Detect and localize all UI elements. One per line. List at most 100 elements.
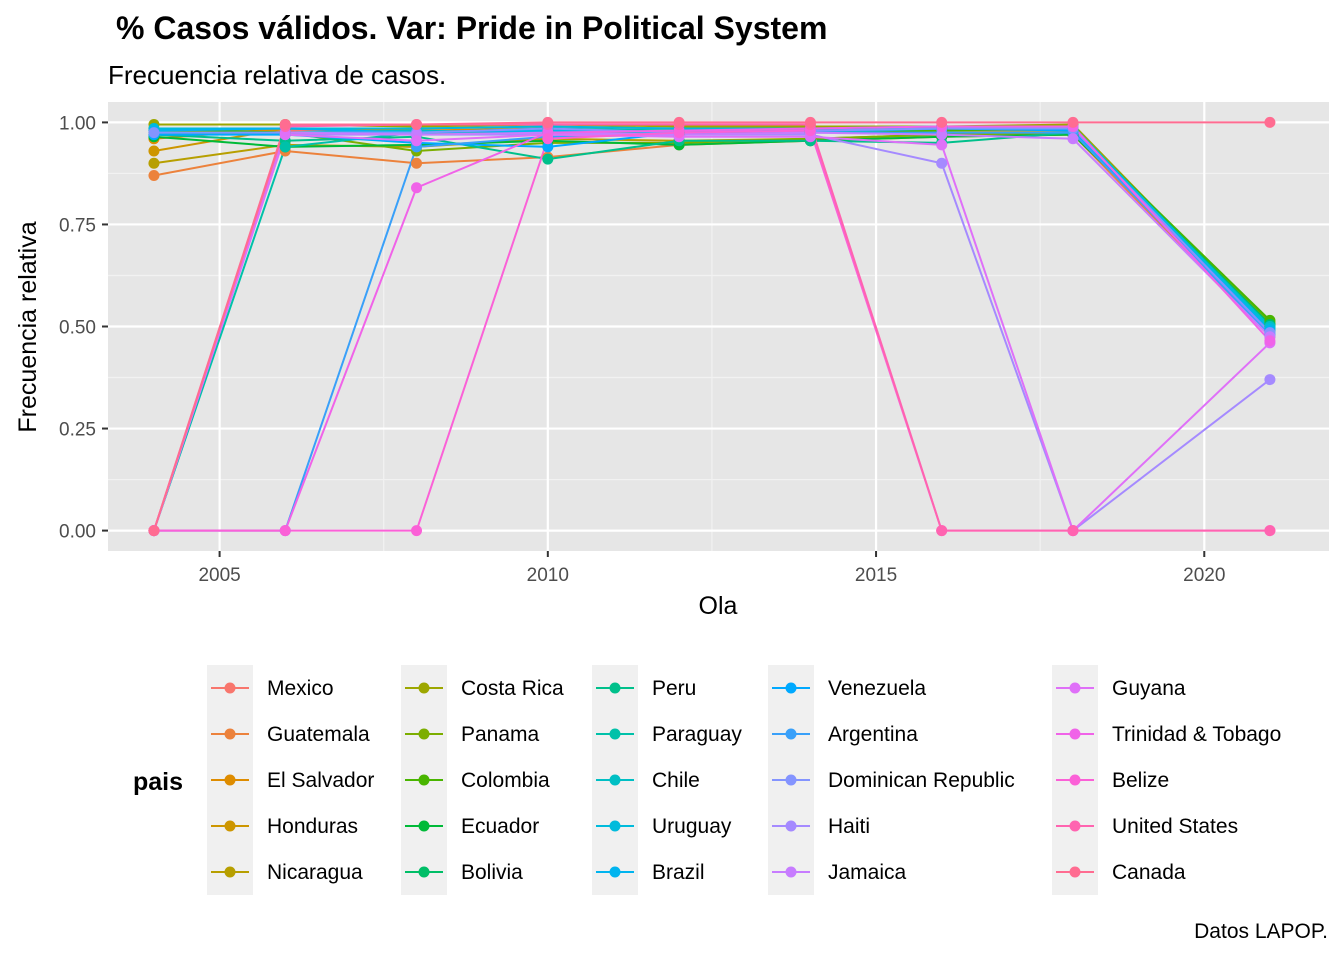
legend-item: Jamaica: [768, 849, 907, 895]
legend-label: Ecuador: [461, 815, 539, 838]
legend-title: pais: [133, 768, 183, 796]
y-tick-label: 0.25: [59, 420, 96, 441]
legend-key-point: [418, 682, 430, 694]
legend-label: Chile: [652, 769, 700, 792]
data-point: [279, 118, 291, 130]
chart-subtitle: Frecuencia relativa de casos.: [108, 60, 447, 90]
legend-item: Paraguay: [592, 711, 742, 757]
legend-key-point: [224, 866, 236, 878]
legend-label: El Salvador: [267, 769, 374, 792]
legend-item: United States: [1052, 803, 1238, 849]
x-axis-label: Ola: [699, 592, 738, 620]
legend-label: Argentina: [828, 723, 918, 746]
legend-key-point: [609, 866, 621, 878]
y-tick-label: 0.50: [59, 318, 96, 339]
legend-item: Guyana: [1052, 665, 1186, 711]
legend-item: Trinidad & Tobago: [1052, 711, 1281, 757]
data-point: [148, 127, 160, 139]
legend-item: Costa Rica: [401, 665, 564, 711]
legend-key-point: [1069, 866, 1081, 878]
legend-key-point: [1069, 728, 1081, 740]
legend: Mexico Guatemala El Salvador Honduras Nicara…: [207, 665, 1281, 895]
legend-key-point: [418, 820, 430, 832]
data-point: [673, 116, 685, 128]
legend-key-point: [785, 820, 797, 832]
legend-label: Mexico: [267, 677, 334, 700]
legend-item: Mexico: [207, 665, 334, 711]
legend-label: Trinidad & Tobago: [1112, 723, 1281, 746]
legend-key-point: [224, 774, 236, 786]
legend-key-point: [224, 682, 236, 694]
x-tick-label: 2020: [1183, 565, 1225, 586]
data-point: [411, 157, 423, 169]
legend-item: Canada: [1052, 849, 1186, 895]
legend-key-point: [609, 682, 621, 694]
legend-item: Haiti: [768, 803, 870, 849]
legend-item: El Salvador: [207, 757, 374, 803]
legend-key-point: [418, 866, 430, 878]
data-point: [411, 135, 423, 147]
data-point: [148, 157, 160, 169]
data-point: [936, 157, 948, 169]
legend-key-point: [1069, 774, 1081, 786]
legend-item: Bolivia: [401, 849, 523, 895]
data-point: [411, 182, 423, 194]
legend-label: Guatemala: [267, 723, 370, 746]
legend-item: Honduras: [207, 803, 358, 849]
x-tick-label: 2015: [855, 565, 897, 586]
legend-label: Nicaragua: [267, 861, 363, 884]
legend-key-point: [785, 682, 797, 694]
legend-key-point: [785, 774, 797, 786]
legend-item: Chile: [592, 757, 700, 803]
data-point: [279, 525, 291, 537]
legend-label: Canada: [1112, 861, 1186, 884]
data-point: [542, 153, 554, 165]
legend-item: Venezuela: [768, 665, 926, 711]
y-tick-label: 0.75: [59, 215, 96, 236]
data-point: [148, 145, 160, 157]
legend-label: Jamaica: [828, 861, 907, 884]
legend-label: Venezuela: [828, 677, 926, 700]
data-point: [1264, 335, 1276, 347]
legend-key-point: [418, 728, 430, 740]
series-points: [148, 116, 1276, 537]
data-point: [936, 139, 948, 151]
data-point: [411, 525, 423, 537]
legend-key-point: [785, 866, 797, 878]
chart-title: % Casos válidos. Var: Pride in Political…: [116, 10, 828, 46]
legend-label: Brazil: [652, 861, 705, 884]
legend-item: Belize: [1052, 757, 1169, 803]
legend-item: Uruguay: [592, 803, 732, 849]
legend-item: Panama: [401, 711, 540, 757]
data-point: [1067, 133, 1079, 145]
x-axis: 2005 2010 2015 2020: [198, 551, 1225, 586]
data-point: [148, 169, 160, 181]
data-point: [542, 116, 554, 128]
data-point: [279, 129, 291, 141]
legend-label: Peru: [652, 677, 696, 700]
legend-key-point: [609, 774, 621, 786]
data-point: [936, 116, 948, 128]
data-point: [1264, 116, 1276, 128]
legend-key-point: [785, 728, 797, 740]
data-point: [1264, 525, 1276, 537]
legend-item: Dominican Republic: [768, 757, 1015, 803]
legend-label: Belize: [1112, 769, 1169, 792]
legend-label: Bolivia: [461, 861, 523, 884]
legend-label: Costa Rica: [461, 677, 564, 700]
data-point: [1264, 374, 1276, 386]
legend-key-point: [224, 820, 236, 832]
legend-label: Honduras: [267, 815, 358, 838]
y-tick-label: 0.00: [59, 522, 96, 543]
legend-label: Uruguay: [652, 815, 732, 838]
data-point: [542, 141, 554, 153]
y-tick-label: 1.00: [59, 113, 96, 134]
y-axis: 0.00 0.25 0.50 0.75 1.00: [59, 113, 108, 543]
x-tick-label: 2005: [198, 565, 240, 586]
legend-key-point: [609, 728, 621, 740]
legend-key-point: [1069, 820, 1081, 832]
data-point: [148, 525, 160, 537]
legend-key-point: [609, 820, 621, 832]
legend-key-point: [224, 728, 236, 740]
